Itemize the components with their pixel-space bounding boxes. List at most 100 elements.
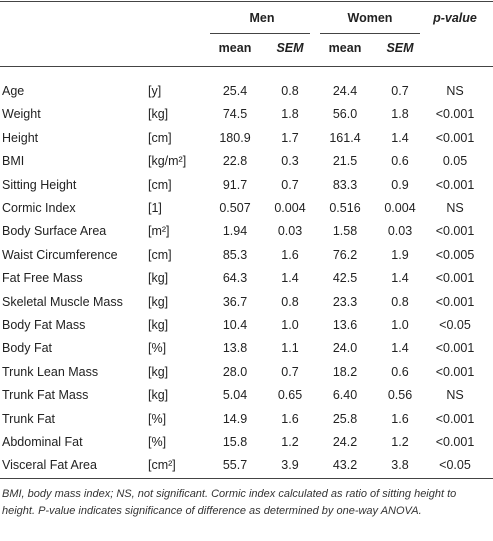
value: 1.2	[391, 435, 409, 449]
unit: [kg]	[148, 271, 169, 286]
value: 1.1	[281, 341, 299, 356]
p-value: <0.001	[435, 130, 475, 145]
footnote: BMI, body mass index; NS, not significan…	[2, 488, 457, 517]
unit: [%]	[148, 435, 167, 449]
value: 0.8	[391, 294, 409, 309]
p-value: NS	[446, 201, 464, 215]
value: 1.8	[281, 107, 299, 122]
top-rule	[0, 1, 493, 2]
value: 0.8	[281, 84, 299, 98]
unit: [%]	[148, 411, 167, 426]
unit: [kg]	[148, 107, 169, 122]
value: 1.2	[281, 435, 299, 449]
value: 74.5	[222, 107, 248, 122]
value: 55.7	[222, 458, 248, 473]
group-rule	[210, 33, 310, 34]
sub-header: mean	[328, 41, 362, 55]
value: 5.04	[222, 388, 248, 403]
value: 3.9	[281, 458, 299, 473]
value: 0.03	[277, 224, 303, 239]
value: 18.2	[332, 364, 358, 379]
value: 0.03	[387, 224, 413, 239]
value: 64.3	[222, 271, 248, 286]
value: 0.9	[391, 177, 409, 192]
sub-header: SEM	[276, 41, 304, 55]
unit: [cm²]	[148, 458, 176, 473]
p-value: <0.001	[435, 411, 475, 426]
value: 0.516	[329, 201, 361, 215]
value: 0.004	[384, 201, 416, 215]
value: 1.4	[391, 271, 409, 286]
value: 180.9	[219, 130, 251, 145]
value: 83.3	[332, 177, 358, 192]
value: 1.7	[281, 130, 299, 145]
group-header: Women	[347, 11, 393, 25]
value: 0.65	[277, 388, 303, 403]
p-value: <0.005	[435, 247, 475, 262]
value: 43.2	[332, 458, 358, 473]
row-label: BMI	[2, 154, 25, 169]
row-label: Sitting Height	[2, 177, 77, 192]
value: 3.8	[391, 458, 409, 473]
value: 76.2	[332, 247, 358, 262]
sub-header: mean	[218, 41, 252, 55]
value: 1.58	[332, 224, 358, 239]
value: 1.6	[391, 411, 409, 426]
row-label: Body Fat	[2, 341, 53, 356]
group-rule	[320, 33, 420, 34]
unit: [kg]	[148, 388, 169, 403]
value: 1.0	[281, 318, 299, 332]
header-rule	[0, 66, 493, 67]
group-header: p-value	[433, 11, 477, 25]
value: 25.8	[332, 411, 358, 426]
value: 15.8	[222, 435, 248, 449]
unit: [kg/m²]	[148, 154, 187, 169]
p-value: <0.001	[435, 177, 475, 192]
row-label: Body Fat Mass	[2, 318, 86, 332]
p-value: <0.001	[435, 294, 475, 309]
value: 1.4	[281, 271, 299, 286]
value: 1.4	[391, 130, 409, 145]
bottom-rule	[0, 478, 493, 479]
value: 14.9	[222, 411, 248, 426]
unit: [%]	[148, 341, 167, 356]
value: 6.40	[332, 388, 358, 403]
value: 24.2	[332, 435, 358, 449]
value: 161.4	[329, 130, 361, 145]
p-value: NS	[446, 84, 464, 98]
value: 0.7	[281, 364, 299, 379]
value: 21.5	[332, 154, 358, 169]
unit: [1]	[148, 201, 162, 215]
value: 1.94	[222, 224, 248, 239]
value: 1.0	[391, 318, 409, 332]
unit: [cm]	[148, 177, 172, 192]
p-value: 0.05	[442, 154, 468, 169]
value: 1.6	[281, 411, 299, 426]
value: 22.8	[222, 154, 248, 169]
unit: [cm]	[148, 130, 172, 145]
p-value: <0.001	[435, 107, 475, 122]
value: 23.3	[332, 294, 358, 309]
value: 0.8	[281, 294, 299, 309]
value: 0.7	[391, 84, 409, 98]
sub-header: SEM	[386, 41, 414, 55]
value: 0.7	[281, 177, 299, 192]
row-label: Trunk Fat	[2, 411, 56, 426]
p-value: <0.001	[435, 435, 475, 449]
value: 85.3	[222, 247, 248, 262]
row-label: Trunk Fat Mass	[2, 388, 89, 403]
value: 56.0	[332, 107, 358, 122]
unit: [kg]	[148, 364, 169, 379]
group-header: Men	[249, 11, 275, 25]
p-value: <0.001	[435, 271, 475, 286]
unit: [kg]	[148, 318, 169, 332]
value: 25.4	[222, 84, 248, 98]
value: 24.0	[332, 341, 358, 356]
row-label: Fat Free Mass	[2, 271, 83, 286]
value: 0.56	[387, 388, 413, 403]
row-label: Weight	[2, 107, 41, 122]
value: 0.6	[391, 364, 409, 379]
p-value: <0.001	[435, 341, 475, 356]
row-label: Age	[2, 84, 25, 98]
